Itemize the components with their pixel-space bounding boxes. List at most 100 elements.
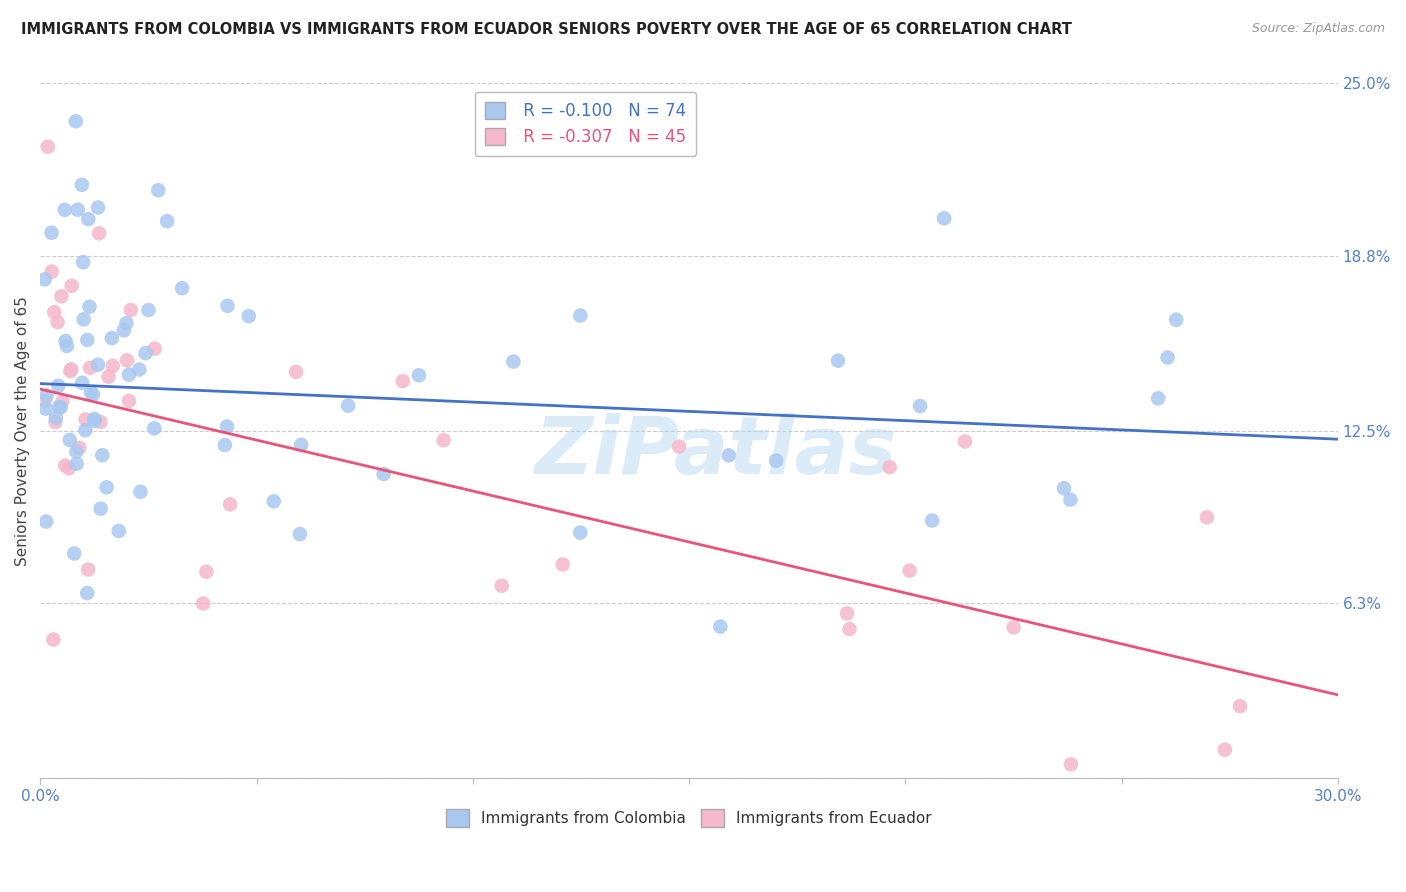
Point (82, 387, 104, 401)
Point (953, 434, 976, 449)
Point (96, 480, 118, 494)
Point (55, 334, 77, 348)
Point (709, 619, 731, 633)
Point (932, 211, 955, 226)
Point (44, 415, 66, 429)
Legend: Immigrants from Colombia, Immigrants from Ecuador: Immigrants from Colombia, Immigrants fro… (440, 804, 938, 833)
Point (120, 302, 142, 317)
Point (35, 401, 58, 416)
Point (1166, 312, 1188, 326)
Point (898, 564, 921, 578)
Point (765, 453, 787, 467)
Point (148, 183, 170, 197)
Point (569, 525, 592, 540)
Point (129, 484, 152, 499)
Point (76, 586, 98, 600)
Point (70, 178, 93, 192)
Point (569, 309, 592, 323)
Point (53, 202, 76, 217)
Point (143, 421, 166, 435)
Point (195, 565, 218, 579)
Point (263, 494, 285, 508)
Point (75, 423, 97, 437)
Point (112, 323, 135, 337)
Point (35, 515, 58, 529)
Point (433, 433, 456, 447)
Point (1053, 481, 1076, 495)
Point (1195, 510, 1218, 524)
Point (80, 385, 103, 400)
Point (34, 393, 56, 408)
Point (90, 501, 112, 516)
Point (219, 497, 242, 511)
Point (1002, 620, 1025, 634)
Point (101, 331, 124, 345)
Point (75, 412, 97, 426)
Point (107, 524, 129, 538)
Text: IMMIGRANTS FROM COLOMBIA VS IMMIGRANTS FROM ECUADOR SENIORS POVERTY OVER THE AGE: IMMIGRANTS FROM COLOMBIA VS IMMIGRANTS F… (21, 22, 1071, 37)
Point (37, 139, 59, 153)
Point (53, 458, 76, 473)
Point (1060, 757, 1083, 772)
Point (290, 438, 312, 452)
Point (502, 354, 524, 368)
Point (193, 597, 215, 611)
Point (79, 300, 101, 314)
Point (65, 114, 87, 128)
Point (1213, 742, 1236, 756)
Point (135, 346, 157, 360)
Point (89, 415, 111, 429)
Point (118, 393, 141, 408)
Y-axis label: Seniors Poverty Over the Age of 65: Seniors Poverty Over the Age of 65 (15, 296, 30, 566)
Point (118, 368, 141, 382)
Point (879, 460, 901, 475)
Point (138, 303, 160, 318)
Point (288, 527, 311, 541)
Point (79, 360, 101, 375)
Point (91, 448, 114, 462)
Point (35, 388, 58, 402)
Point (51, 289, 73, 303)
Point (1229, 699, 1251, 714)
Point (77, 562, 100, 576)
Point (73, 312, 96, 326)
Point (41, 264, 63, 278)
Point (63, 546, 86, 560)
Point (59, 433, 82, 447)
Point (42, 632, 65, 647)
Point (238, 309, 260, 323)
Point (44, 305, 66, 319)
Point (101, 359, 124, 373)
Point (408, 368, 430, 383)
Point (214, 438, 236, 452)
Point (60, 362, 83, 376)
Point (83, 414, 105, 428)
Point (87, 358, 110, 372)
Point (921, 514, 943, 528)
Point (59, 364, 82, 378)
Text: Source: ZipAtlas.com: Source: ZipAtlas.com (1251, 22, 1385, 36)
Point (72, 255, 94, 269)
Point (1147, 392, 1170, 406)
Point (491, 579, 513, 593)
Point (65, 444, 87, 458)
Point (45, 410, 67, 425)
Point (668, 440, 690, 454)
Point (115, 353, 138, 368)
Point (46, 315, 69, 329)
Point (908, 399, 931, 413)
Point (87, 201, 110, 215)
Point (49, 401, 72, 415)
Point (827, 353, 849, 368)
Point (170, 281, 193, 295)
Point (66, 457, 89, 471)
Point (717, 449, 740, 463)
Point (551, 558, 574, 572)
Point (285, 365, 308, 379)
Point (51, 394, 73, 409)
Point (217, 299, 239, 313)
Point (97, 369, 120, 384)
Point (89, 227, 111, 241)
Point (46, 378, 69, 392)
Point (373, 467, 395, 481)
